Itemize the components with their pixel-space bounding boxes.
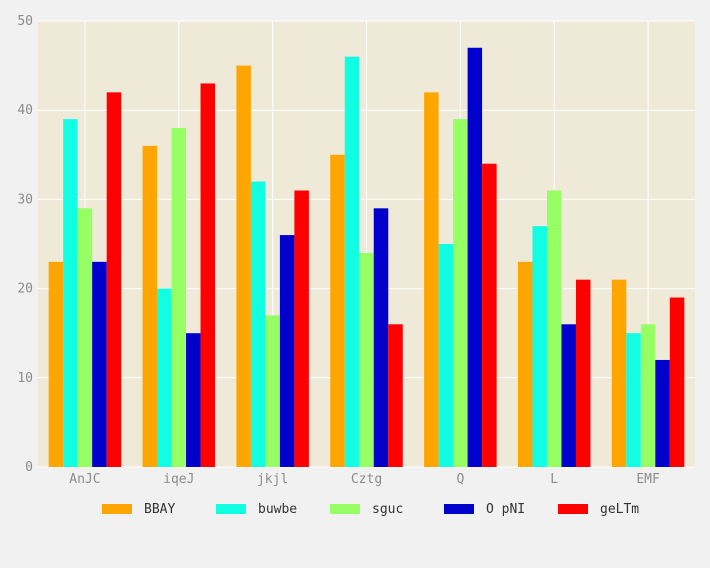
bar-BBAY-iqeJ bbox=[142, 145, 158, 467]
bar-O-pNI-L bbox=[561, 324, 576, 467]
bar-buwbe-Cztg bbox=[344, 56, 360, 468]
bar-buwbe-Q bbox=[438, 244, 454, 467]
bar-BBAY-jkjl bbox=[236, 65, 251, 467]
legend: BBAY buwbe sguc O pNI geLTm bbox=[102, 502, 639, 517]
bar-BBAY-Cztg bbox=[330, 154, 345, 468]
y-tick-label: 0 bbox=[25, 460, 33, 475]
bar-buwbe-iqeJ bbox=[157, 288, 172, 467]
y-axis-ticks: 0 10 20 30 40 50 bbox=[17, 14, 33, 475]
bar-sguc-AnJC bbox=[77, 208, 93, 467]
legend-label: sguc bbox=[372, 502, 403, 517]
bar-geLTm-iqeJ bbox=[200, 83, 216, 467]
bar-geLTm-jkjl bbox=[294, 190, 309, 468]
bar-geLTm-AnJC bbox=[106, 92, 122, 468]
legend-swatch bbox=[102, 504, 132, 514]
bar-buwbe-EMF bbox=[626, 333, 641, 467]
bar-O-pNI-jkjl bbox=[279, 235, 295, 467]
bar-geLTm-EMF bbox=[669, 297, 685, 467]
legend-swatch bbox=[330, 504, 360, 514]
bar-geLTm-L bbox=[575, 279, 591, 467]
x-tick-label: Q bbox=[456, 472, 464, 487]
bar-sguc-jkjl bbox=[265, 315, 280, 467]
bar-geLTm-Cztg bbox=[388, 324, 403, 467]
bar-BBAY-EMF bbox=[611, 279, 627, 467]
x-tick-label: iqeJ bbox=[163, 472, 194, 487]
bar-BBAY-Q bbox=[424, 92, 439, 468]
legend-label: O pNI bbox=[486, 502, 525, 517]
bars bbox=[48, 47, 685, 468]
bar-O-pNI-Q bbox=[467, 47, 483, 467]
y-tick-label: 50 bbox=[17, 14, 33, 29]
legend-swatch bbox=[558, 504, 588, 514]
bar-sguc-Cztg bbox=[359, 252, 374, 467]
bar-O-pNI-iqeJ bbox=[186, 333, 201, 467]
bar-O-pNI-EMF bbox=[655, 359, 670, 467]
bar-buwbe-L bbox=[532, 226, 547, 467]
y-tick-label: 30 bbox=[17, 192, 33, 207]
x-tick-label: Cztg bbox=[351, 472, 382, 487]
bar-geLTm-Q bbox=[482, 163, 497, 467]
legend-label: geLTm bbox=[600, 502, 639, 517]
legend-swatch bbox=[444, 504, 474, 514]
bar-buwbe-AnJC bbox=[63, 119, 78, 468]
bar-O-pNI-AnJC bbox=[92, 261, 107, 467]
bar-sguc-EMF bbox=[640, 324, 656, 467]
bar-sguc-L bbox=[546, 190, 562, 468]
bar-O-pNI-Cztg bbox=[373, 208, 389, 467]
x-tick-label: L bbox=[550, 472, 558, 487]
bar-buwbe-jkjl bbox=[250, 181, 266, 467]
x-tick-label: jkjl bbox=[257, 472, 288, 487]
legend-label: BBAY bbox=[144, 502, 175, 517]
bar-sguc-Q bbox=[453, 119, 468, 468]
y-tick-label: 10 bbox=[17, 371, 33, 386]
x-tick-label: AnJC bbox=[69, 472, 100, 487]
legend-swatch bbox=[216, 504, 246, 514]
bar-BBAY-L bbox=[517, 261, 533, 467]
x-axis-ticks: AnJC iqeJ jkjl Cztg Q L EMF bbox=[69, 472, 660, 487]
bar-sguc-iqeJ bbox=[171, 128, 187, 468]
bar-BBAY-AnJC bbox=[48, 261, 64, 467]
y-tick-label: 20 bbox=[17, 282, 33, 297]
x-tick-label: EMF bbox=[636, 472, 660, 487]
legend-label: buwbe bbox=[258, 502, 297, 517]
y-tick-label: 40 bbox=[17, 103, 33, 118]
